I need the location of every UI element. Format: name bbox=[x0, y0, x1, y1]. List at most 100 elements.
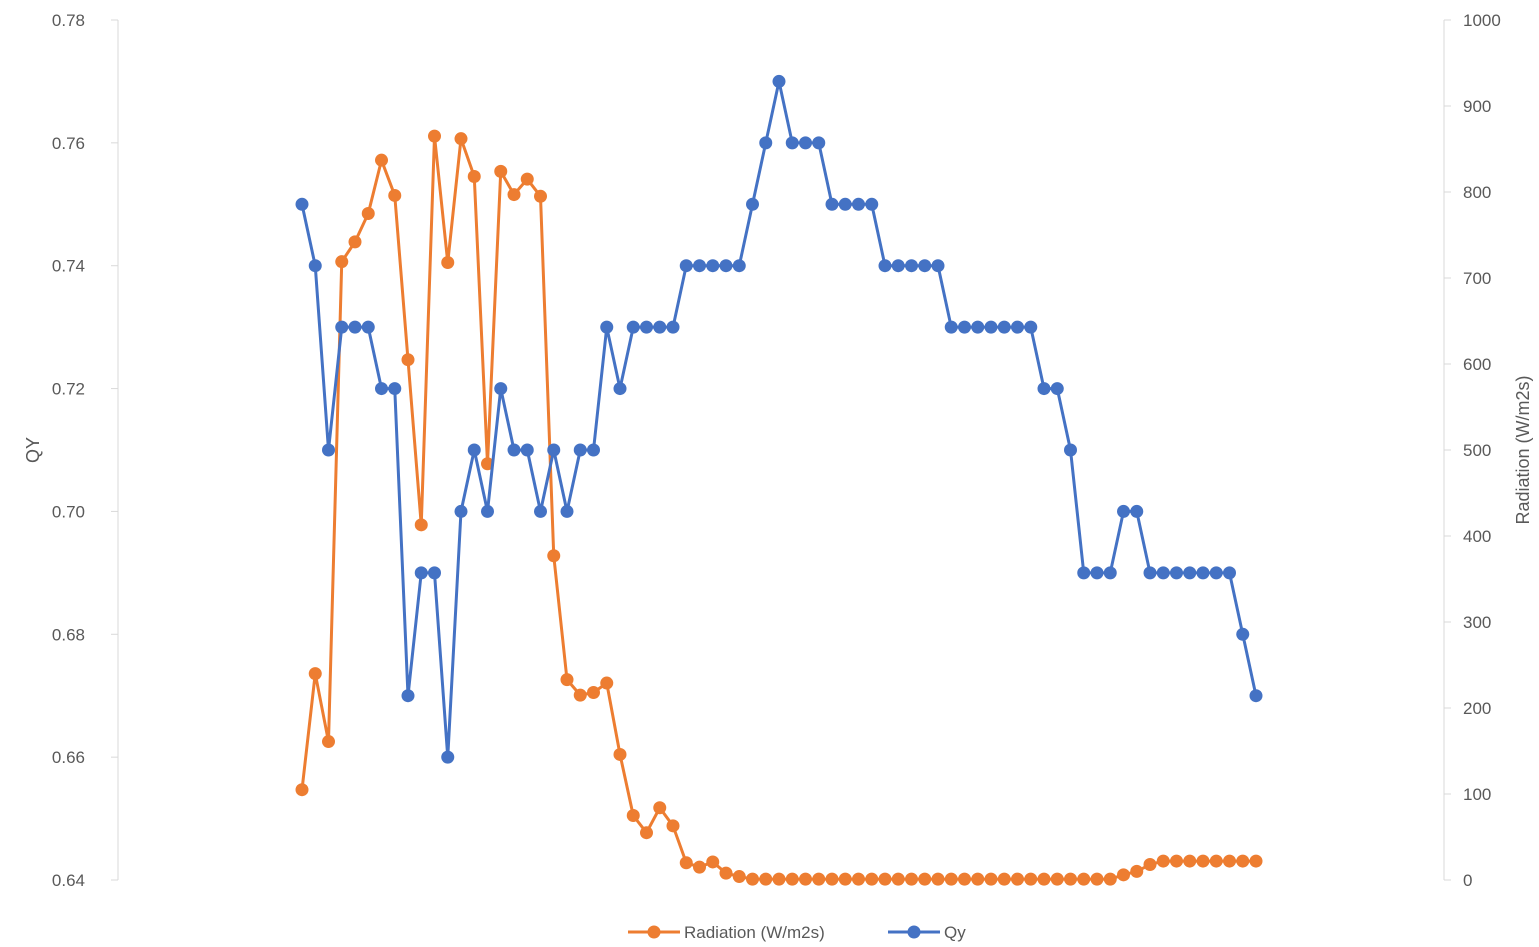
right-tick-label: 0 bbox=[1463, 871, 1472, 890]
data-point-qy bbox=[878, 259, 892, 273]
data-point-radiation bbox=[1077, 872, 1091, 886]
data-point-qy bbox=[454, 504, 468, 518]
legend-item-qy: Qy bbox=[888, 923, 966, 942]
data-point-radiation bbox=[799, 872, 812, 886]
data-point-radiation bbox=[1024, 872, 1038, 886]
data-point-qy bbox=[481, 504, 494, 518]
legend-item-radiation: Radiation (W/m2s) bbox=[628, 923, 825, 942]
data-point-qy bbox=[1090, 566, 1104, 580]
data-point-radiation bbox=[891, 872, 905, 886]
data-point-radiation bbox=[997, 872, 1011, 886]
data-point-qy bbox=[547, 443, 561, 457]
data-point-radiation bbox=[361, 207, 375, 220]
data-point-qy bbox=[613, 382, 627, 396]
data-point-radiation bbox=[931, 872, 945, 886]
data-point-qy bbox=[600, 320, 614, 334]
data-point-radiation bbox=[1037, 872, 1051, 886]
data-point-qy bbox=[1037, 382, 1051, 396]
data-point-radiation bbox=[467, 170, 481, 184]
data-point-qy bbox=[759, 136, 773, 150]
data-point-qy bbox=[441, 750, 455, 764]
data-point-qy bbox=[653, 320, 667, 334]
data-point-radiation bbox=[746, 872, 759, 886]
data-point-radiation bbox=[666, 819, 680, 833]
data-point-radiation bbox=[1156, 854, 1170, 868]
right-tick-label: 200 bbox=[1463, 699, 1491, 718]
data-point-radiation bbox=[308, 667, 322, 681]
right-tick-label: 800 bbox=[1463, 183, 1491, 202]
data-point-qy bbox=[1170, 566, 1183, 580]
data-point-radiation bbox=[1223, 854, 1236, 868]
data-point-qy bbox=[891, 259, 905, 273]
data-point-qy bbox=[706, 259, 720, 273]
data-point-radiation bbox=[719, 866, 733, 880]
data-point-qy bbox=[361, 320, 375, 334]
series-radiation bbox=[295, 129, 1263, 886]
data-point-radiation bbox=[1209, 854, 1223, 868]
data-point-qy bbox=[825, 197, 839, 211]
data-point-qy bbox=[534, 504, 547, 518]
data-point-qy bbox=[1156, 566, 1170, 580]
data-point-radiation bbox=[812, 872, 826, 886]
data-point-qy bbox=[348, 320, 362, 334]
right-tick-label: 700 bbox=[1463, 269, 1491, 288]
data-point-radiation bbox=[1249, 854, 1263, 868]
data-point-radiation bbox=[520, 172, 534, 186]
data-point-radiation bbox=[1143, 858, 1157, 872]
data-point-qy bbox=[1209, 566, 1223, 580]
data-point-qy bbox=[1143, 566, 1157, 580]
data-point-qy bbox=[944, 320, 958, 334]
data-point-radiation bbox=[785, 872, 799, 886]
data-point-qy bbox=[587, 443, 600, 457]
data-point-qy bbox=[799, 136, 812, 150]
data-point-qy bbox=[958, 320, 971, 334]
data-point-radiation bbox=[414, 518, 428, 532]
data-point-qy bbox=[414, 566, 428, 580]
series-line-radiation bbox=[300, 134, 1256, 881]
data-point-qy bbox=[719, 259, 733, 273]
data-point-radiation bbox=[534, 189, 547, 203]
data-point-radiation bbox=[958, 872, 971, 886]
data-point-qy bbox=[984, 320, 998, 334]
data-point-radiation bbox=[322, 735, 335, 749]
right-tick-label: 600 bbox=[1463, 355, 1491, 374]
legend-marker-qy bbox=[907, 925, 921, 939]
data-point-radiation bbox=[918, 872, 932, 886]
legend-marker-radiation bbox=[647, 925, 661, 939]
data-point-radiation bbox=[295, 783, 309, 797]
data-point-qy bbox=[1223, 566, 1236, 580]
data-point-radiation bbox=[640, 826, 653, 840]
data-point-radiation bbox=[428, 129, 441, 143]
series-qy bbox=[295, 74, 1263, 764]
data-point-qy bbox=[1130, 504, 1144, 518]
data-point-radiation bbox=[1130, 864, 1144, 878]
data-point-qy bbox=[640, 320, 653, 334]
data-point-qy bbox=[322, 443, 335, 457]
data-point-qy bbox=[520, 443, 534, 457]
data-point-qy bbox=[971, 320, 985, 334]
left-tick-label: 0.66 bbox=[52, 748, 85, 767]
left-tick-label: 0.68 bbox=[52, 625, 85, 644]
data-point-radiation bbox=[852, 872, 865, 886]
data-point-radiation bbox=[1103, 872, 1117, 886]
data-point-radiation bbox=[732, 870, 746, 884]
data-point-radiation bbox=[693, 860, 706, 874]
data-point-qy bbox=[693, 259, 706, 273]
data-point-radiation bbox=[613, 747, 627, 761]
data-point-qy bbox=[1011, 320, 1024, 334]
data-point-radiation bbox=[626, 809, 640, 822]
data-point-radiation bbox=[1236, 854, 1250, 868]
data-point-radiation bbox=[759, 872, 773, 886]
data-point-qy bbox=[388, 382, 402, 396]
data-point-radiation bbox=[825, 872, 839, 886]
data-point-qy bbox=[679, 259, 693, 273]
data-point-qy bbox=[1196, 566, 1210, 580]
right-tick-label: 500 bbox=[1463, 441, 1491, 460]
data-point-radiation bbox=[1011, 872, 1024, 886]
data-point-qy bbox=[852, 197, 865, 211]
legend-label-radiation: Radiation (W/m2s) bbox=[684, 923, 825, 942]
data-point-radiation bbox=[547, 549, 561, 563]
data-point-radiation bbox=[560, 673, 574, 687]
left-axis-title: QY bbox=[23, 437, 43, 463]
